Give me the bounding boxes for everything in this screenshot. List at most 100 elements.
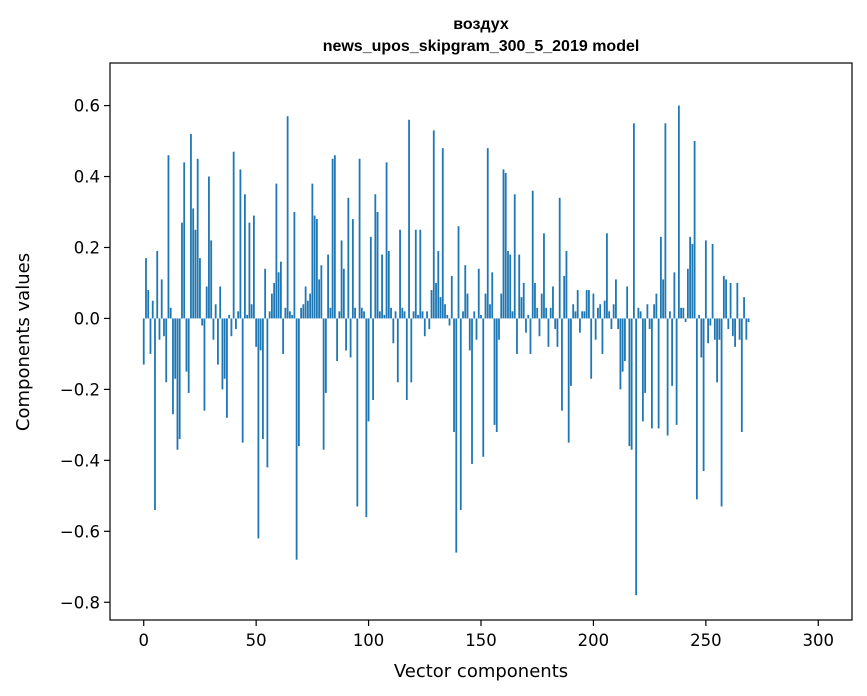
bar-component-204 <box>601 318 604 354</box>
bar-component-9 <box>163 318 165 337</box>
bar-component-138 <box>453 318 455 432</box>
bar-component-194 <box>579 318 581 333</box>
bar-component-208 <box>610 318 613 330</box>
bar-component-247 <box>698 314 700 319</box>
bar-component-47 <box>248 222 251 319</box>
bar-component-178 <box>543 233 545 319</box>
bar-component-96 <box>358 158 361 319</box>
bar-component-57 <box>270 293 273 319</box>
bar-component-179 <box>545 307 548 319</box>
bar-component-43 <box>239 169 242 319</box>
bar-component-190 <box>570 318 572 386</box>
y-tick-label: 0.6 <box>74 97 100 116</box>
bar-component-134 <box>444 304 446 319</box>
bar-component-220 <box>637 307 640 319</box>
bar-component-183 <box>554 318 557 330</box>
bar-component-260 <box>727 318 730 330</box>
bar-component-98 <box>363 311 365 319</box>
bar-component-94 <box>354 307 356 319</box>
y-tick-label: −0.6 <box>60 522 100 541</box>
bar-component-88 <box>340 240 343 319</box>
y-tick-label: 0.4 <box>74 168 100 187</box>
bar-component-103 <box>374 194 377 319</box>
bar-component-37 <box>226 318 228 418</box>
bar-component-234 <box>668 311 671 319</box>
bar-component-70 <box>300 307 303 319</box>
bar-component-101 <box>369 236 372 319</box>
bar-component-66 <box>291 314 294 319</box>
bar-component-52 <box>259 318 262 351</box>
bar-component-120 <box>412 311 415 319</box>
bar-component-225 <box>648 318 651 330</box>
bar-component-87 <box>338 311 341 319</box>
bar-component-124 <box>421 311 424 319</box>
bar-component-3 <box>149 318 152 354</box>
bar-component-254 <box>713 318 716 340</box>
bar-component-175 <box>536 307 539 319</box>
bar-component-81 <box>324 318 327 393</box>
x-tick-label: 0 <box>138 631 149 650</box>
bar-component-45 <box>244 194 246 319</box>
bar-component-129 <box>432 130 435 319</box>
bar-component-34 <box>219 286 222 319</box>
bar-component-86 <box>336 318 338 362</box>
bar-component-10 <box>165 318 168 383</box>
bar-component-167 <box>518 254 521 319</box>
bar-component-257 <box>720 318 723 507</box>
bar-component-51 <box>257 318 260 539</box>
bar-component-0 <box>142 318 145 365</box>
bar-component-19 <box>185 318 188 372</box>
bar-component-174 <box>534 282 536 319</box>
bar-component-249 <box>702 318 705 471</box>
bar-component-245 <box>693 141 696 319</box>
bar-component-104 <box>376 212 379 319</box>
bar-component-106 <box>381 254 383 319</box>
chart-subtitle: news_upos_skipgram_300_5_2019 model <box>323 38 640 55</box>
bar-component-65 <box>288 311 291 319</box>
bar-component-246 <box>695 318 698 500</box>
bar-component-215 <box>626 286 629 319</box>
bar-component-145 <box>468 318 471 351</box>
bar-component-133 <box>441 148 444 319</box>
bar-component-205 <box>603 300 606 319</box>
bar-component-105 <box>378 311 381 319</box>
bar-component-5 <box>154 318 156 511</box>
bar-component-243 <box>689 236 692 319</box>
bar-component-219 <box>635 318 638 596</box>
bar-component-210 <box>615 279 617 319</box>
x-tick-label: 100 <box>353 631 385 650</box>
bar-component-142 <box>462 311 464 319</box>
bar-component-170 <box>525 318 527 333</box>
bar-component-259 <box>725 279 727 319</box>
bar-component-199 <box>590 318 593 379</box>
bar-component-268 <box>745 318 748 340</box>
bar-component-115 <box>401 307 404 319</box>
plot-area-frame <box>109 62 853 621</box>
bar-component-121 <box>414 229 417 319</box>
bar-component-209 <box>612 304 615 319</box>
y-tick-label: 0.0 <box>74 309 100 328</box>
bar-component-184 <box>556 318 559 347</box>
bar-component-266 <box>740 318 743 432</box>
bar-component-24 <box>196 158 199 319</box>
bar-component-232 <box>664 123 667 319</box>
bar-component-18 <box>183 162 186 319</box>
bar-component-75 <box>311 183 314 319</box>
bar-component-217 <box>630 318 633 450</box>
bar-component-262 <box>731 318 734 337</box>
bar-component-250 <box>704 240 707 319</box>
bar-component-146 <box>471 318 473 464</box>
bar-component-200 <box>592 293 595 319</box>
bar-component-61 <box>279 261 282 319</box>
bar-component-15 <box>176 318 179 450</box>
bar-component-113 <box>396 318 399 383</box>
bar-component-56 <box>268 311 271 319</box>
bar-component-36 <box>223 318 226 379</box>
bar-component-191 <box>572 304 575 319</box>
bar-component-29 <box>208 176 210 319</box>
bar-component-226 <box>650 318 653 429</box>
bar-component-26 <box>201 318 204 326</box>
bar-component-228 <box>655 293 658 319</box>
bar-component-117 <box>405 318 408 401</box>
